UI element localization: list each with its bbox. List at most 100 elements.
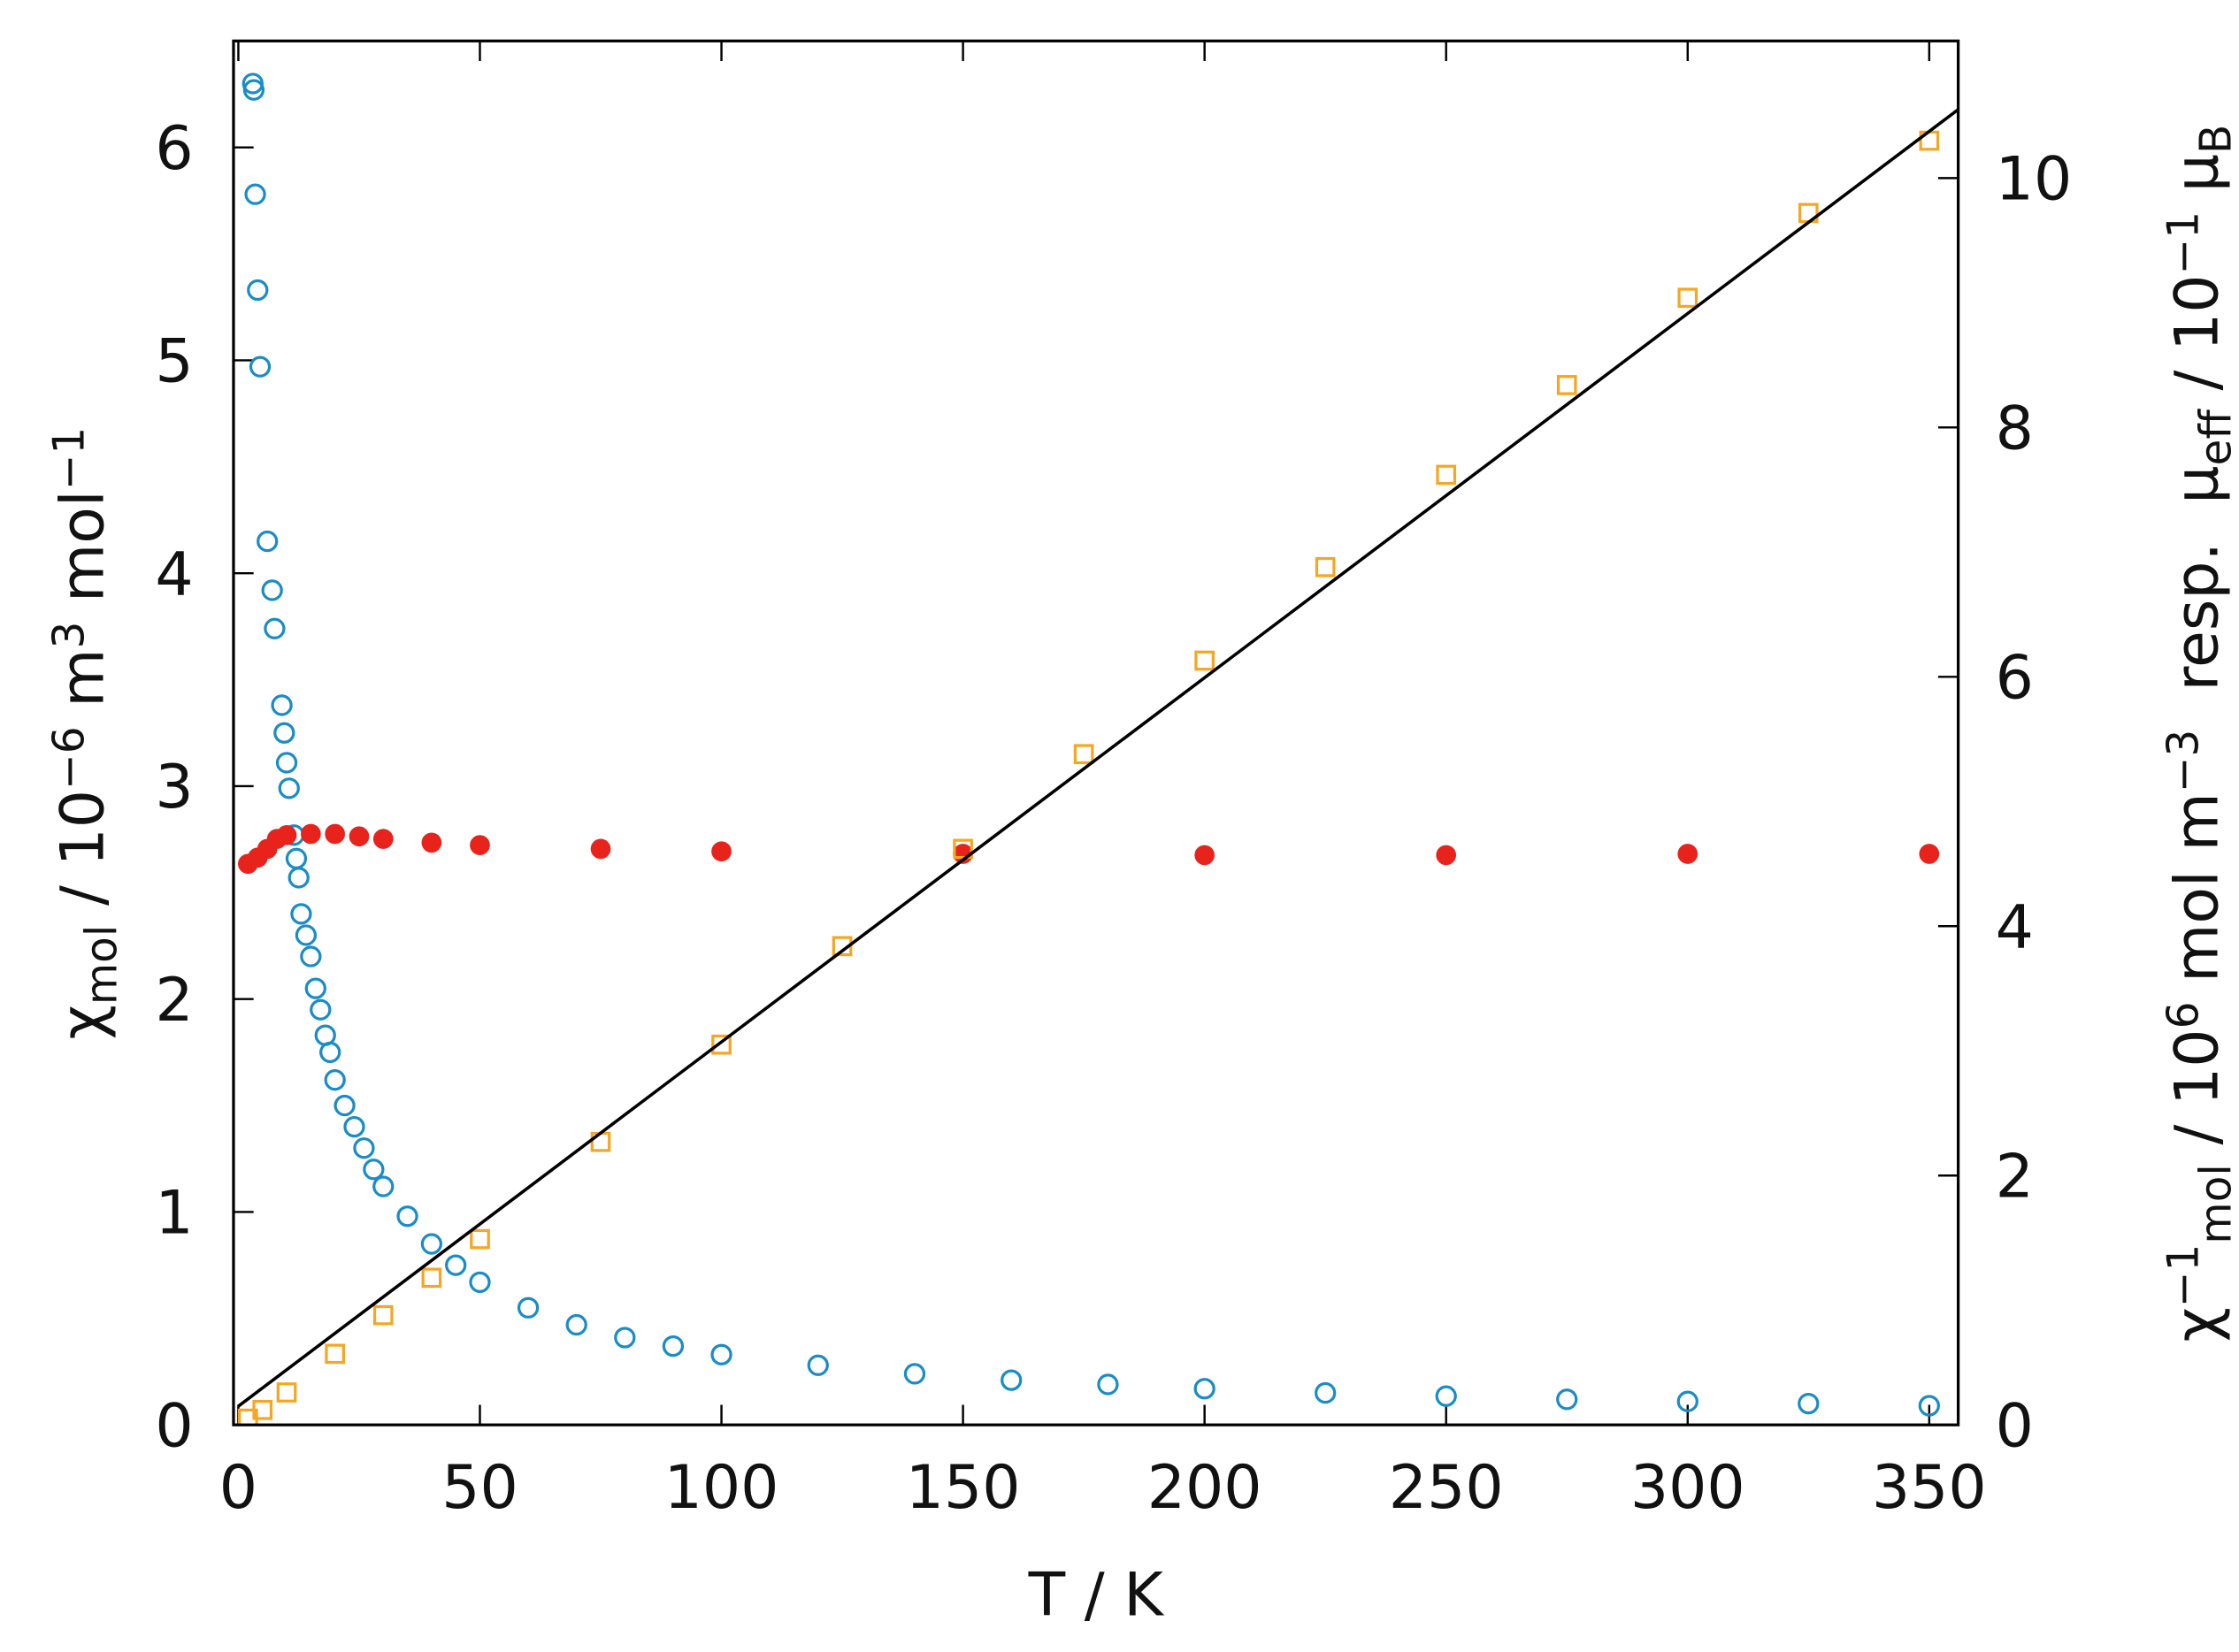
square-marker xyxy=(276,1382,297,1403)
circle-marker xyxy=(1676,1390,1698,1412)
y-axis-label: χmol / 10−6 m3 mol−1 xyxy=(45,427,127,1040)
dot-marker xyxy=(301,823,321,845)
y-tick-label: 2 xyxy=(155,966,193,1036)
circle-marker xyxy=(445,1254,467,1276)
dot-marker xyxy=(1194,845,1215,866)
circle-marker xyxy=(310,998,332,1021)
label-part: χ xyxy=(2163,1307,2233,1342)
y-tick-label: 4 xyxy=(155,539,193,609)
circle-marker xyxy=(247,279,269,302)
square-marker xyxy=(1436,464,1457,486)
circle-marker xyxy=(343,1115,365,1138)
x-tick-label: 250 xyxy=(1389,1453,1504,1523)
fit-line xyxy=(237,108,1959,1408)
dot-marker xyxy=(276,825,297,845)
label-part: 6 xyxy=(2159,1002,2209,1029)
square-marker xyxy=(372,1304,394,1326)
circle-marker xyxy=(565,1313,587,1336)
circle-marker xyxy=(295,924,318,946)
label-part: mol xyxy=(2191,1164,2239,1244)
plot-area xyxy=(237,73,1959,1426)
dot-marker xyxy=(1677,844,1698,864)
circle-marker xyxy=(271,694,293,716)
square-marker xyxy=(1073,744,1094,765)
dot-marker xyxy=(711,841,732,862)
circle-marker xyxy=(261,579,283,601)
circle-marker xyxy=(353,1137,375,1159)
y-tick-label: 3 xyxy=(155,753,193,822)
label-part: μ xyxy=(2163,154,2233,211)
x-axis-label: T / K xyxy=(1028,1561,1166,1631)
circle-marker xyxy=(257,530,279,553)
circle-marker xyxy=(264,617,286,639)
circle-marker xyxy=(319,1041,341,1064)
square-marker xyxy=(1315,556,1336,577)
y2-tick-label: 10 xyxy=(1996,145,2073,215)
label-part: resp. μ xyxy=(2163,465,2233,729)
circle-marker xyxy=(1798,1392,1820,1415)
label-part: 3 xyxy=(45,622,95,649)
circle-marker xyxy=(324,1069,346,1091)
circle-marker xyxy=(304,977,326,999)
dot-marker xyxy=(349,826,370,847)
dot-marker xyxy=(590,838,611,860)
circle-marker xyxy=(396,1205,418,1228)
dot-marker xyxy=(325,823,345,845)
label-part: −6 xyxy=(45,726,95,790)
y-tick-label: 6 xyxy=(155,114,193,184)
label-part: m xyxy=(49,649,119,727)
dot-marker xyxy=(372,829,394,849)
circle-marker xyxy=(807,1354,829,1376)
label-part: / 10 xyxy=(49,790,119,925)
label-part: / 10 xyxy=(2163,1029,2233,1164)
x-tick-label: 300 xyxy=(1630,1453,1745,1523)
y2-tick-label: 8 xyxy=(1996,394,2034,464)
circle-marker xyxy=(242,79,265,101)
label-part: / 10 xyxy=(2163,274,2233,409)
y-tick-label: 0 xyxy=(155,1391,193,1461)
circle-marker xyxy=(285,847,308,869)
label-part: −1 xyxy=(45,427,95,491)
label-part: −1 xyxy=(2159,211,2209,275)
y2-tick-label: 0 xyxy=(1996,1391,2034,1461)
label-part: eff xyxy=(2191,409,2239,466)
label-part: mol m xyxy=(2163,792,2233,1001)
circle-marker xyxy=(1097,1373,1119,1396)
circle-marker xyxy=(290,903,312,925)
circle-marker xyxy=(517,1296,540,1319)
plot-frame xyxy=(232,39,1960,1426)
circle-marker xyxy=(614,1327,636,1349)
circle-marker xyxy=(420,1233,443,1255)
x-tick-label: 0 xyxy=(219,1453,257,1523)
y2-tick-label: 6 xyxy=(1996,644,2034,714)
dot-marker xyxy=(470,835,490,855)
y-tick-label: 5 xyxy=(155,327,193,397)
label-part: −1 xyxy=(2159,1244,2209,1308)
circle-marker xyxy=(334,1094,356,1117)
circle-marker xyxy=(249,356,272,378)
circle-marker xyxy=(1001,1369,1023,1391)
y-tick-label: 1 xyxy=(155,1179,193,1249)
x-tick-label: 200 xyxy=(1147,1453,1262,1523)
square-marker xyxy=(421,1267,442,1289)
square-marker xyxy=(252,1399,273,1420)
circle-marker xyxy=(372,1175,395,1197)
dot-marker xyxy=(1436,845,1457,866)
dot-marker xyxy=(421,832,442,853)
x-tick-label: 50 xyxy=(441,1453,518,1523)
circle-marker xyxy=(288,867,310,889)
circle-marker xyxy=(903,1363,926,1385)
square-marker xyxy=(1556,375,1577,395)
square-marker xyxy=(325,1343,345,1365)
label-part: −3 xyxy=(2159,730,2209,793)
dot-marker xyxy=(1919,844,1940,864)
circle-marker xyxy=(1193,1378,1215,1400)
square-marker xyxy=(1677,287,1698,309)
circle-marker xyxy=(300,945,322,967)
x-tick-label: 150 xyxy=(906,1453,1021,1523)
circle-marker xyxy=(1315,1381,1337,1404)
circle-marker xyxy=(273,722,295,744)
square-marker xyxy=(1194,650,1215,671)
circle-marker xyxy=(275,752,298,774)
